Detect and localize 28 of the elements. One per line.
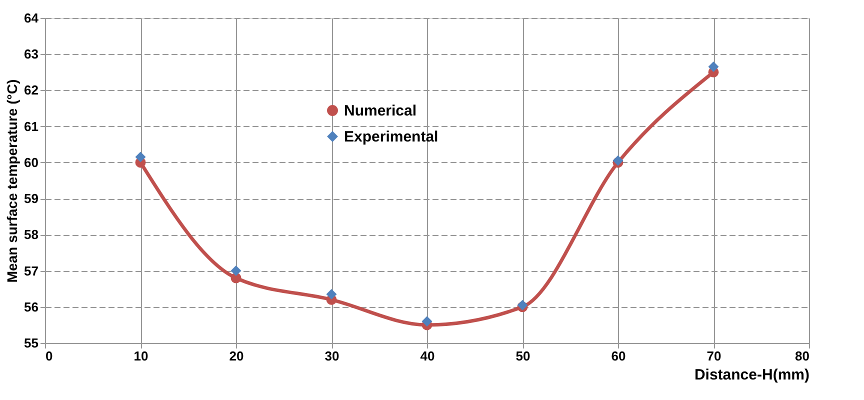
x-tick-label: 20 <box>229 348 244 364</box>
y-tick-label: 59 <box>24 191 38 206</box>
x-tick-label: 40 <box>420 348 435 364</box>
x-tick-label: 50 <box>516 348 530 364</box>
x-tick-label: 70 <box>706 348 722 364</box>
y-tick-label: 61 <box>24 118 38 134</box>
point <box>326 289 337 300</box>
point <box>135 152 146 162</box>
y-tick-label: 56 <box>24 299 38 314</box>
y-tick-label: 63 <box>24 46 38 62</box>
x-tick-label: 10 <box>134 348 148 364</box>
y-tick-label: 64 <box>24 10 40 26</box>
y-tick-label: 55 <box>24 336 38 350</box>
x-axis-title: Distance-H(mm) <box>694 366 810 384</box>
y-tick-label: 58 <box>24 227 38 242</box>
legend-label: Numerical <box>344 102 417 120</box>
y-tick-label: 57 <box>24 263 38 278</box>
x-tick-label: 30 <box>324 348 340 364</box>
x-tick-label: 60 <box>611 348 626 364</box>
point <box>422 316 432 327</box>
y-tick-label: 62 <box>24 82 38 98</box>
x-tick-label: 0 <box>46 348 53 364</box>
x-tick-label: 80 <box>795 348 810 364</box>
y-tick-label: 60 <box>24 154 38 170</box>
legend-label: Experimental <box>344 128 438 146</box>
y-axis-title: Mean surface temperature (°C) <box>4 79 20 283</box>
point <box>230 266 242 276</box>
point <box>708 62 719 72</box>
